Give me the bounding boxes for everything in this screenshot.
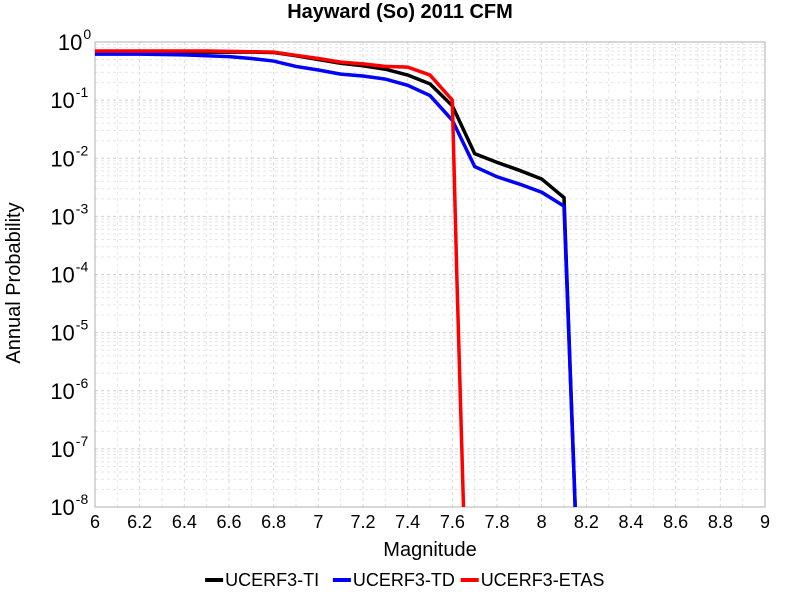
grid [94,42,766,508]
y-tick-label: 10 -3 [50,200,88,229]
y-tick-base: 10 [50,321,74,346]
y-tick-base: 10 [50,146,74,171]
y-tick-label: 10 -8 [50,491,88,520]
y-tick-base: 10 [50,437,74,462]
legend-item-ucerf3-td: UCERF3-TD [332,570,455,590]
y-tick-label: 10 -7 [50,433,88,462]
legend-label: UCERF3-TI [225,570,319,590]
y-tick-base: 10 [50,379,74,404]
x-tick-label: 6 [90,512,100,532]
legend-item-ucerf3-etas: UCERF3-ETAS [460,570,605,590]
x-tick-label: 8.6 [663,512,688,532]
x-tick-label: 8.4 [618,512,643,532]
series-layer [95,49,577,508]
y-tick-base: 10 [50,88,74,113]
x-tick-label: 6.8 [261,512,286,532]
y-tick-exponent: 0 [83,26,91,42]
y-tick-exponent: -2 [76,142,89,158]
y-tick-label: 10 -4 [50,259,88,288]
chart-title: Hayward (So) 2011 CFM [287,1,513,23]
x-tick-label: 7.8 [484,512,509,532]
legend-label: UCERF3-TD [353,570,455,590]
y-tick-label: 10 -5 [50,317,88,346]
y-tick-exponent: -8 [76,491,89,507]
x-tick-label: 6.4 [172,512,197,532]
y-axis-label: Annual Probability [3,202,25,363]
y-tick-base: 10 [58,30,82,55]
y-tick-base: 10 [50,495,74,520]
y-tick-exponent: -3 [76,200,89,216]
y-tick-base: 10 [50,204,74,229]
plot-area-frame [94,41,766,508]
x-tick-label: 6.2 [127,512,152,532]
y-tick-label: 10 -1 [50,84,88,113]
legend-item-ucerf3-ti: UCERF3-TI [205,570,319,590]
x-tick-label: 8 [537,512,547,532]
x-tick-label: 8.8 [708,512,733,532]
legend: UCERF3-TI UCERF3-TD UCERF3-ETAS [205,570,604,590]
x-tick-label: 7 [313,512,323,532]
y-tick-base: 10 [50,263,74,288]
x-tick-labels: 6 6.2 6.4 6.6 6.8 7 7.2 7.4 7.6 7.8 8 8.2 8.4 8.6 8.8 9 [90,512,770,532]
x-tick-label: 7.4 [395,512,420,532]
y-tick-label: 10 -6 [50,375,88,404]
x-tick-label: 7.2 [350,512,375,532]
series-line-ucerf3-td [95,52,577,508]
series-line-ucerf3-etas [95,49,466,508]
y-tick-label: 10 0 [58,26,91,55]
x-tick-label: 6.6 [216,512,241,532]
y-tick-exponent: -4 [76,259,89,275]
y-tick-exponent: -7 [76,433,89,449]
x-tick-label: 9 [760,512,770,532]
y-tick-label: 10 -2 [50,142,88,171]
x-tick-label: 8.2 [574,512,599,532]
x-tick-label: 7.6 [440,512,465,532]
y-tick-exponent: -6 [76,375,89,391]
y-tick-exponent: -5 [76,317,89,333]
x-axis-label: Magnitude [383,539,476,561]
legend-label: UCERF3-ETAS [481,570,605,590]
y-tick-exponent: -1 [76,84,89,100]
